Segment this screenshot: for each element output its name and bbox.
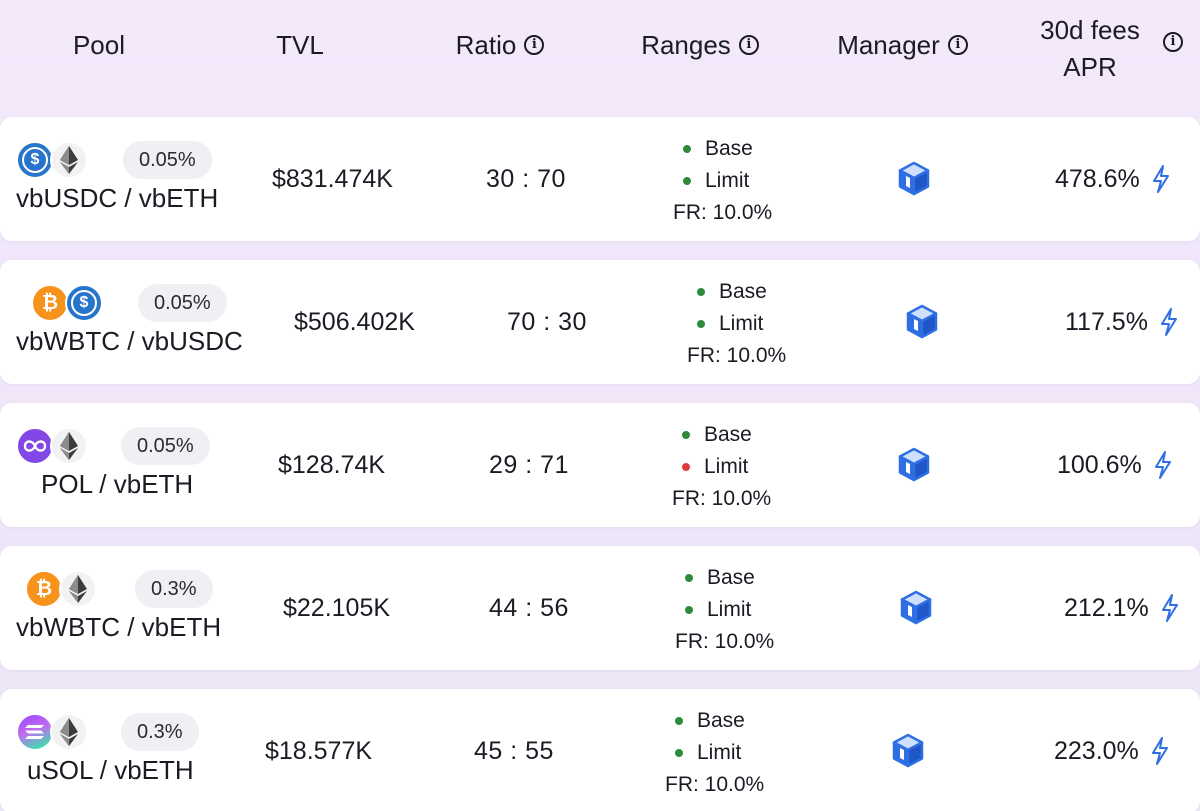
tvl-value: $22.105K: [283, 593, 391, 622]
lightning-bolt-icon[interactable]: [1151, 737, 1169, 765]
ratio-value: 70 : 30: [507, 307, 587, 336]
ratio-value: 30 : 70: [486, 164, 566, 193]
base-range-status-dot: [685, 574, 693, 582]
limit-range: Limit: [685, 594, 774, 626]
eth-icon: [59, 570, 97, 608]
lightning-bolt-icon[interactable]: [1154, 451, 1172, 479]
base-range: Base: [683, 133, 772, 165]
apr-value: 478.6%: [1055, 161, 1170, 197]
fee-tier-badge: 0.3%: [135, 570, 213, 608]
ranges-info: Base Limit FR: 10.0%: [687, 276, 786, 372]
column-header-manager[interactable]: Manager i: [820, 0, 985, 90]
ranges-info: Base Limit FR: 10.0%: [665, 705, 764, 801]
eth-icon: [50, 713, 88, 751]
usdc-icon: $: [16, 141, 54, 179]
fee-tier-badge: 0.05%: [123, 141, 212, 179]
token-pair-icons: [16, 427, 88, 465]
column-header-tvl[interactable]: TVL: [276, 29, 324, 60]
pool-pair-name: vbWBTC / vbETH: [16, 612, 222, 642]
apr-value: 223.0%: [1054, 733, 1169, 769]
column-header-apr[interactable]: 30d fees APR: [1040, 15, 1140, 82]
apr-value: 100.6%: [1057, 447, 1172, 483]
ratio-value: 45 : 55: [474, 736, 554, 765]
pool-row[interactable]: 0.05% POL / vbETH $128.74K 29 : 71 Base …: [0, 403, 1200, 527]
ratio-value: 29 : 71: [489, 450, 569, 479]
base-range: Base: [675, 705, 764, 737]
btc-icon: ₿: [25, 570, 63, 608]
ratio-info-icon[interactable]: i: [524, 35, 545, 55]
base-range-status-dot: [682, 431, 690, 439]
apr-value: 212.1%: [1064, 590, 1179, 626]
column-header-ranges[interactable]: Ranges i: [625, 0, 775, 90]
manager-cube-icon[interactable]: [891, 733, 925, 769]
token-pair-icons: [16, 713, 88, 751]
pool-pair-name: POL / vbETH: [41, 469, 194, 499]
base-range: Base: [685, 562, 774, 594]
fee-rate: FR: 10.0%: [665, 773, 765, 796]
limit-range-status-dot: [675, 749, 683, 757]
base-range-status-dot: [683, 145, 691, 153]
limit-range: Limit: [675, 737, 764, 769]
ranges-info: Base Limit FR: 10.0%: [675, 562, 774, 658]
manager-cube-icon[interactable]: [899, 590, 933, 626]
lightning-bolt-icon[interactable]: [1161, 594, 1179, 622]
limit-range: Limit: [682, 451, 771, 483]
tvl-value: $18.577K: [265, 736, 373, 765]
lightning-bolt-icon[interactable]: [1152, 165, 1170, 193]
fee-tier-badge: 0.05%: [138, 284, 227, 322]
token-pair-icons: $: [16, 141, 88, 179]
pool-pair-name: vbWBTC / vbUSDC: [16, 326, 243, 356]
ranges-info: Base Limit FR: 10.0%: [673, 133, 772, 229]
token-pair-icons: ₿: [25, 570, 97, 608]
column-header-pool[interactable]: Pool: [72, 29, 126, 60]
limit-range-status-dot: [682, 463, 690, 471]
pool-row[interactable]: ₿ $ 0.05% vbWBTC / vbUSDC $506.402K 70 : …: [0, 260, 1200, 384]
fee-tier-badge: 0.3%: [121, 713, 199, 751]
manager-cube-icon[interactable]: [897, 161, 931, 197]
ratio-value: 44 : 56: [489, 593, 569, 622]
manager-cube-icon[interactable]: [897, 447, 931, 483]
tvl-value: $831.474K: [272, 164, 393, 193]
eth-icon: [50, 141, 88, 179]
fee-rate: FR: 10.0%: [687, 344, 787, 367]
column-header-ratio[interactable]: Ratio i: [430, 0, 570, 90]
pool-pair-name: uSOL / vbETH: [27, 755, 194, 785]
lightning-bolt-icon[interactable]: [1160, 308, 1178, 336]
tvl-value: $506.402K: [294, 307, 415, 336]
pool-row[interactable]: $ 0.05% vbUSDC / vbETH $831.474K 30 : 70…: [0, 117, 1200, 241]
ranges-info-icon[interactable]: i: [738, 35, 759, 55]
limit-range: Limit: [683, 165, 772, 197]
limit-range-status-dot: [685, 606, 693, 614]
usdc-icon: $: [65, 284, 103, 322]
pool-row[interactable]: 0.3% uSOL / vbETH $18.577K 45 : 55 Base …: [0, 689, 1200, 811]
base-range-status-dot: [675, 717, 683, 725]
eth-icon: [50, 427, 88, 465]
btc-icon: ₿: [31, 284, 69, 322]
limit-range: Limit: [697, 308, 786, 340]
sol-icon: [16, 713, 54, 751]
apr-info-icon[interactable]: i: [1163, 32, 1183, 52]
pool-pair-name: vbUSDC / vbETH: [16, 183, 219, 213]
limit-range-status-dot: [683, 177, 691, 185]
table-header: Pool TVL Ratio i Ranges i Manager i 30d …: [0, 0, 1200, 115]
pool-row[interactable]: ₿ 0.3% vbWBTC / vbETH $22.105K 44 : 56 B…: [0, 546, 1200, 670]
manager-info-icon[interactable]: i: [947, 35, 968, 55]
fee-rate: FR: 10.0%: [673, 201, 773, 224]
manager-cube-icon[interactable]: [905, 304, 939, 340]
apr-value: 117.5%: [1065, 304, 1178, 340]
base-range: Base: [697, 276, 786, 308]
fee-tier-badge: 0.05%: [121, 427, 210, 465]
fee-rate: FR: 10.0%: [675, 630, 775, 653]
fee-rate: FR: 10.0%: [672, 487, 772, 510]
limit-range-status-dot: [697, 320, 705, 328]
pol-icon: [16, 427, 54, 465]
ranges-info: Base Limit FR: 10.0%: [672, 419, 771, 515]
tvl-value: $128.74K: [278, 450, 386, 479]
base-range: Base: [682, 419, 771, 451]
token-pair-icons: ₿ $: [31, 284, 103, 322]
base-range-status-dot: [697, 288, 705, 296]
